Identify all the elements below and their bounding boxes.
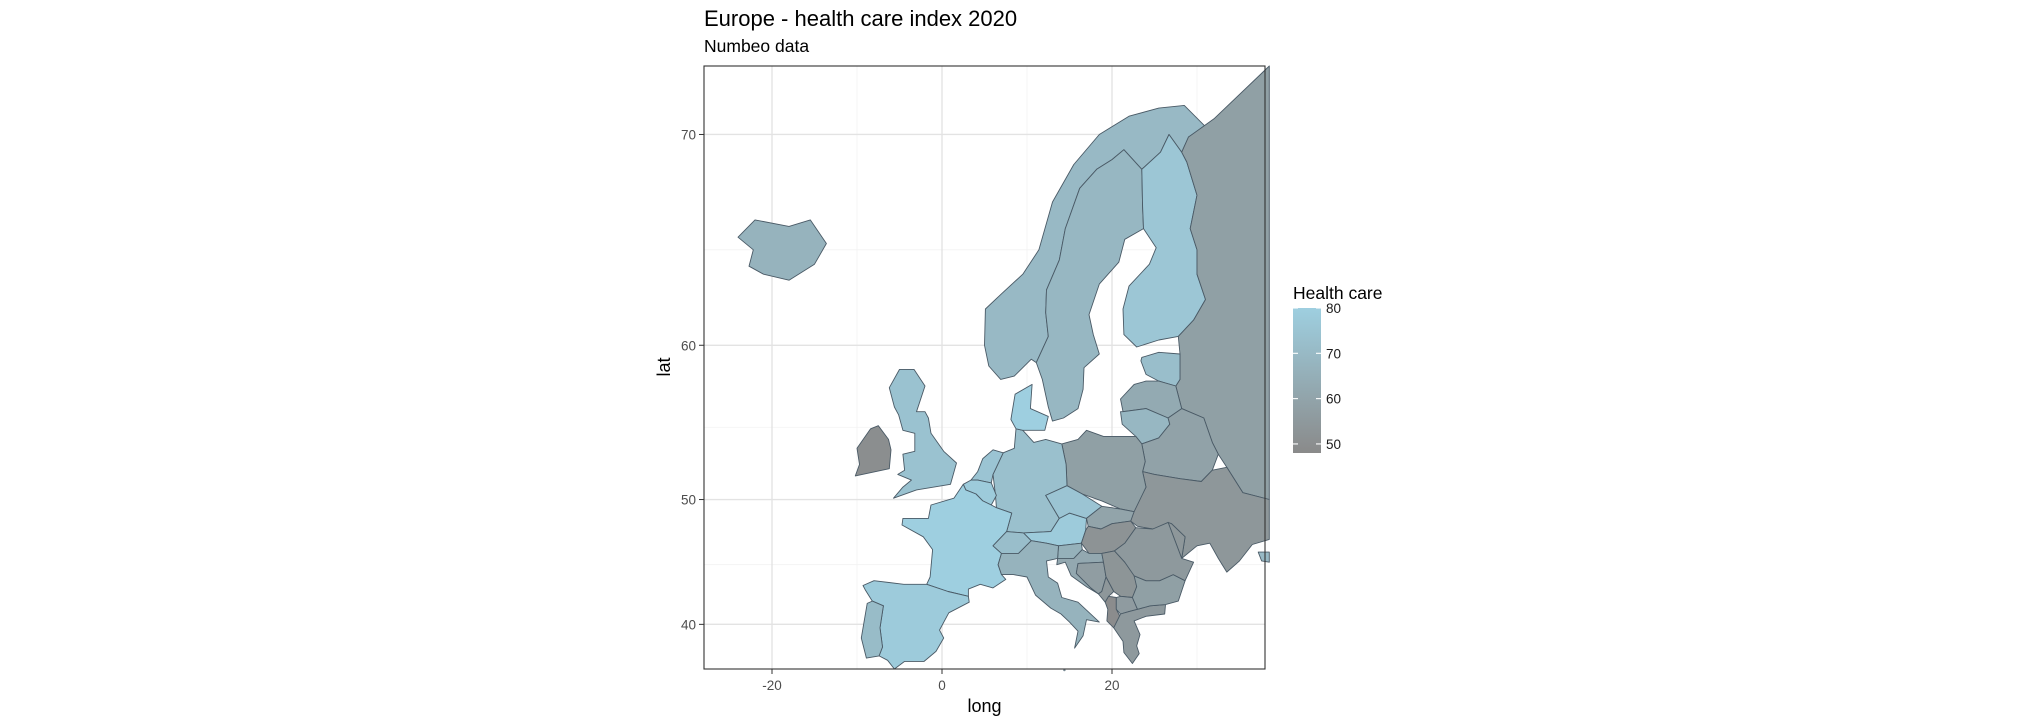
y-tick-label: 70 [681, 127, 696, 142]
country-iceland [737, 219, 827, 281]
country-sweden [1035, 149, 1144, 422]
x-tick-label: 0 [938, 678, 946, 693]
country-united-kingdom [888, 368, 957, 499]
country-portugal [860, 600, 884, 659]
legend-title: Health care [1293, 283, 1383, 303]
x-axis-title: long [967, 696, 1001, 716]
x-tick-label: 20 [1104, 678, 1119, 693]
legend-colorbar [1293, 308, 1321, 453]
country-greece [1113, 604, 1166, 664]
chart-subtitle: Numbeo data [704, 36, 809, 56]
country-romania [1114, 521, 1195, 582]
country-italy [997, 540, 1100, 649]
country-estonia [1140, 351, 1181, 387]
countries-layer [737, 65, 1270, 672]
country-turkey [1257, 551, 1270, 563]
legend-break-label: 80 [1326, 301, 1341, 316]
legend: Health care 80 70 60 50 [1293, 283, 1383, 453]
legend-break-label: 60 [1326, 392, 1341, 407]
country-ireland [854, 425, 892, 477]
y-tick-label: 40 [681, 617, 696, 632]
legend-break-label: 70 [1326, 346, 1341, 361]
panel-border [703, 65, 1266, 670]
x-tick-label: -20 [762, 678, 782, 693]
legend-break-label: 50 [1326, 437, 1341, 452]
country-france [901, 483, 1013, 597]
chart-title: Europe - health care index 2020 [704, 6, 1017, 31]
y-tick-label: 60 [681, 338, 696, 353]
y-axis-title: lat [654, 357, 674, 376]
y-tick-label: 50 [681, 493, 696, 508]
country-denmark [1010, 383, 1049, 431]
axis-ticks: -20 0 20 40 50 60 70 [681, 127, 1120, 693]
